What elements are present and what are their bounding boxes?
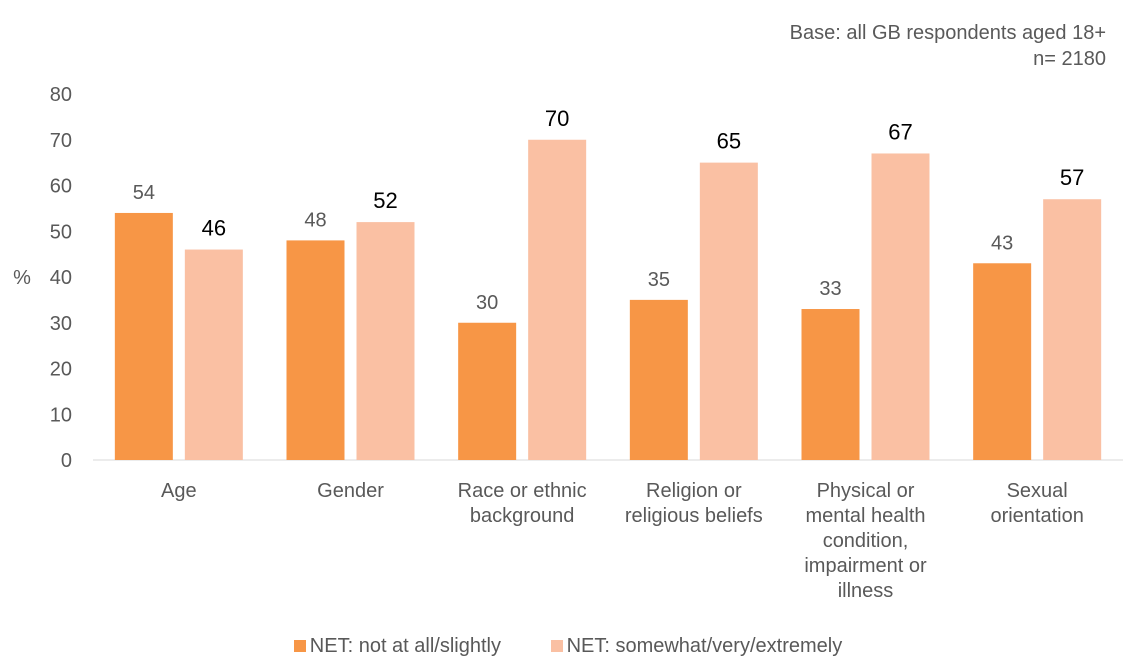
sample-size-note: n= 2180 xyxy=(1033,48,1106,70)
y-tick-label: 10 xyxy=(50,404,72,426)
y-tick-label: 30 xyxy=(50,313,72,335)
x-tick-label: religious beliefs xyxy=(625,505,763,527)
data-label: 70 xyxy=(545,106,569,131)
x-tick-label: Sexual xyxy=(1007,480,1068,502)
data-label: 33 xyxy=(819,278,841,300)
y-tick-label: 70 xyxy=(50,130,72,152)
bar xyxy=(871,153,930,460)
data-label: 30 xyxy=(476,292,498,314)
bar xyxy=(973,263,1032,460)
legend-swatch-series-2 xyxy=(550,640,563,652)
data-label: 65 xyxy=(717,129,741,154)
bar xyxy=(286,240,345,460)
y-tick-label: 50 xyxy=(50,221,72,243)
legend-label-series-1: NET: not at all/slightly xyxy=(309,635,501,657)
x-tick-label: condition, xyxy=(823,530,909,552)
x-tick-label: Physical or xyxy=(817,480,915,502)
y-axis-label: % xyxy=(13,267,31,289)
y-tick-label: 80 xyxy=(50,84,72,106)
bar xyxy=(1043,199,1102,460)
base-note: Base: all GB respondents aged 18+ xyxy=(789,22,1106,44)
legend-label-series-2: NET: somewhat/very/extremely xyxy=(566,635,843,657)
data-label: 35 xyxy=(648,269,670,291)
bar xyxy=(184,249,243,460)
y-tick-label: 20 xyxy=(50,359,72,381)
x-tick-label: Race or ethnic xyxy=(458,480,587,502)
data-label: 46 xyxy=(202,216,226,241)
data-label: 52 xyxy=(373,188,397,213)
x-tick-label: illness xyxy=(838,580,894,602)
x-tick-label: orientation xyxy=(990,505,1083,527)
x-tick-label: impairment or xyxy=(804,555,927,577)
data-label: 57 xyxy=(1060,165,1084,190)
x-tick-label: mental health xyxy=(805,505,925,527)
x-tick-label: background xyxy=(470,505,575,527)
x-tick-label: Age xyxy=(161,480,197,502)
bar xyxy=(458,322,517,460)
y-tick-label: 60 xyxy=(50,176,72,198)
bar xyxy=(528,139,587,460)
bar xyxy=(629,299,688,460)
data-label: 43 xyxy=(991,232,1013,254)
data-label: 54 xyxy=(133,182,155,204)
bar xyxy=(699,162,758,460)
bar xyxy=(114,212,173,460)
legend-swatch-series-1 xyxy=(293,640,306,652)
y-tick-label: 0 xyxy=(61,450,72,472)
legend-item-series-1: NET: not at all/slightly xyxy=(293,635,501,657)
x-tick-label: Religion or xyxy=(646,480,742,502)
legend-item-series-2: NET: somewhat/very/extremely xyxy=(550,635,843,657)
legend: NET: not at all/slightly NET: somewhat/v… xyxy=(0,636,1136,656)
y-tick-label: 40 xyxy=(50,267,72,289)
bar xyxy=(801,309,860,460)
data-label: 67 xyxy=(888,119,912,144)
bar xyxy=(356,222,415,460)
x-tick-label: Gender xyxy=(317,480,384,502)
data-label: 48 xyxy=(304,209,326,231)
